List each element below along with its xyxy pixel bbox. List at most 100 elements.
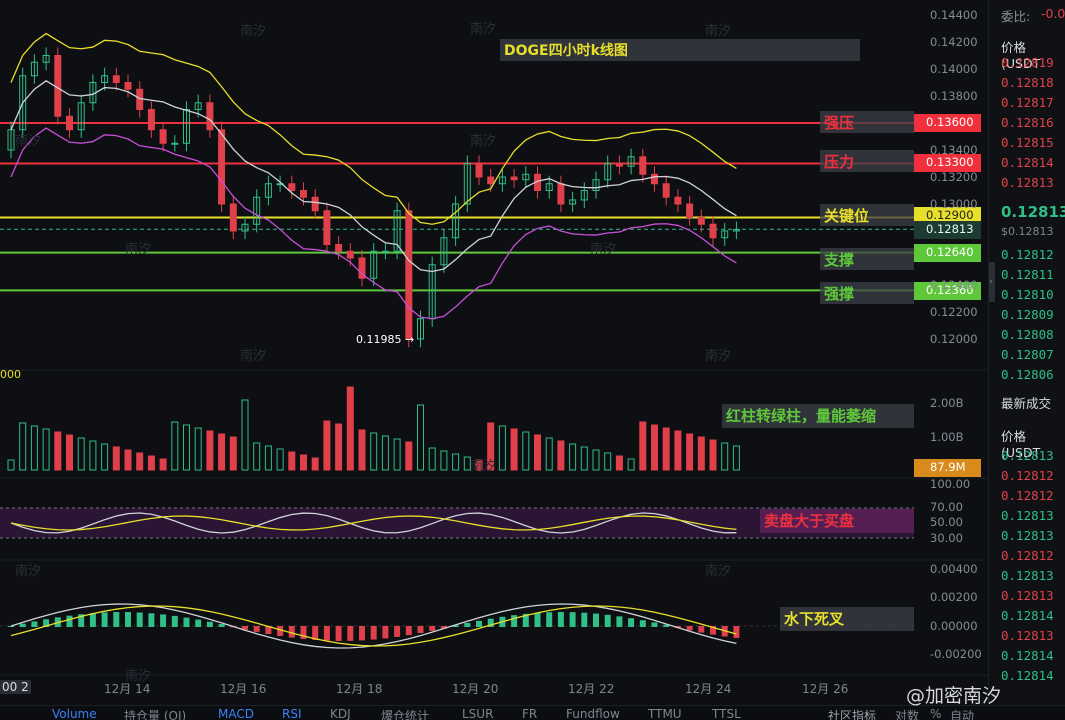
date-label: 12月 16 [220,682,267,696]
bid-price-row[interactable]: 0.12809 [1001,307,1054,322]
volume-bar [709,439,717,471]
tab-fr[interactable]: FR [522,707,538,720]
bid-price-row[interactable]: 0.12812 [1001,247,1054,262]
macd-bar [663,624,670,627]
candlestick-chart[interactable] [0,0,988,700]
trade-price-row[interactable]: 0.12813 [1001,528,1054,543]
volume-bar [54,431,62,471]
volume-bar [627,458,635,471]
trade-price-row[interactable]: 0.12814 [1001,668,1054,683]
macd-bar [511,615,518,627]
candle-body [183,109,190,144]
macd-bar [8,626,14,627]
date-label: 12月 18 [336,682,383,696]
candle-body [381,250,389,253]
tab-kdj[interactable]: KDJ [330,707,351,720]
rsi-line [10,512,737,534]
volume-bar [89,440,97,471]
tab-log[interactable]: 对数 [895,709,920,720]
ask-price-row[interactable]: 0.12818 [1001,75,1054,90]
collapse-handle[interactable]: › [989,262,995,302]
watermark: 南汐 [470,22,497,37]
trade-price-row[interactable]: 0.12812 [1001,548,1054,563]
macd-bar [113,612,120,627]
trade-price-row[interactable]: 0.12812 [1001,468,1054,483]
bid-price-row[interactable]: 0.12807 [1001,347,1054,362]
macd-bar [347,626,354,641]
ask-price-row[interactable]: 0.12815 [1001,135,1054,150]
tab-liquidation[interactable]: 爆仓统计 [381,709,430,720]
macd-bar [78,614,85,627]
candle-body [101,75,109,83]
macd-bar [206,621,213,627]
date-label: 12月 22 [568,682,615,696]
macd-bar [639,620,646,627]
watermark: 南汐 [590,242,617,257]
price-tag-136: 0.13600 [914,114,981,132]
watermark: 南汐 [240,24,267,39]
tab-fundflow[interactable]: Fundflow [566,707,620,720]
macd-bar [440,626,447,629]
volume-bar [592,449,600,471]
tab-rsi[interactable]: RSI [282,707,302,720]
candle-body [697,217,705,225]
trade-price-row[interactable]: 0.12813 [1001,588,1054,603]
candle-body [557,183,565,205]
volume-bar [218,433,226,471]
bid-price-row[interactable]: 0.12811 [1001,267,1054,282]
volume-bar [428,447,436,471]
macd-bar [593,613,599,627]
tab-percent[interactable]: % [930,707,942,720]
ask-price-row[interactable]: 0.12816 [1001,115,1054,130]
trade-price-row[interactable]: 0.12814 [1001,648,1054,663]
bid-price-row[interactable]: 0.12806 [1001,367,1054,382]
trade-price-row[interactable]: 0.12812 [1001,488,1054,503]
tab-ttsl[interactable]: TTSL [712,707,741,720]
trade-price-row[interactable]: 0.12813 [1001,508,1054,523]
ask-price-row[interactable]: 0.12813 [1001,175,1054,190]
rsi-axis-label: 100.00 [930,477,971,491]
macd-bar [160,614,167,627]
ask-price-row[interactable]: 0.12819 [1001,55,1054,70]
volume-bar [615,455,623,471]
candle-body [510,176,518,181]
price-axis-label: 0.13800 [930,89,978,103]
bid-price-row[interactable]: 0.12808 [1001,327,1054,342]
trade-price-row[interactable]: 0.12814 [1001,608,1054,623]
candle-body [124,82,132,90]
volume-axis-label: 2.00B [930,396,964,410]
trade-price-row[interactable]: 0.12813 [1001,568,1054,583]
volume-bar [194,427,202,471]
orderbook-price-header: 价格(USDT [1001,40,1041,71]
price-axis-label: 0.13400 [930,143,978,157]
volume-bar [475,459,483,471]
trade-price-row[interactable]: 0.12813 [1001,448,1054,463]
candle-body [323,210,331,245]
macd-bar [218,624,225,627]
tab-volume[interactable]: Volume [52,707,97,720]
candle-body [346,250,354,259]
candle-body [358,257,366,279]
ask-price-row[interactable]: 0.12814 [1001,155,1054,170]
tab-community-indicators[interactable]: 社区指标 [828,709,877,720]
tab-open-interest[interactable]: 持仓量 (OI) [124,709,187,720]
trade-price-row[interactable]: 0.12813 [1001,628,1054,643]
chart-area[interactable]: 南汐 南汐 南汐 南汐 南汐 南汐 南汐 南汐 南汐 南汐 南汐 南汐 南汐 D… [0,0,988,700]
volume-bar [440,450,448,471]
volume-bar [264,445,272,471]
macd-axis-label: 0.00400 [930,562,978,576]
tab-ttmu[interactable]: TTMU [648,707,682,720]
tab-macd[interactable]: MACD [218,707,254,720]
price-tag-current: 0.12813 [914,221,981,239]
tab-auto[interactable]: 自动 [950,709,975,720]
macd-bar [312,626,319,641]
volume-bar [300,454,307,471]
candle-body [30,61,38,77]
candle-body [253,196,261,225]
volume-bar [311,457,319,471]
ask-price-row[interactable]: 0.12817 [1001,95,1054,110]
tab-lsur[interactable]: LSUR [462,707,494,720]
bid-price-row[interactable]: 0.12810 [1001,287,1054,302]
macd-bar [581,612,588,627]
macd-bar [288,626,295,638]
